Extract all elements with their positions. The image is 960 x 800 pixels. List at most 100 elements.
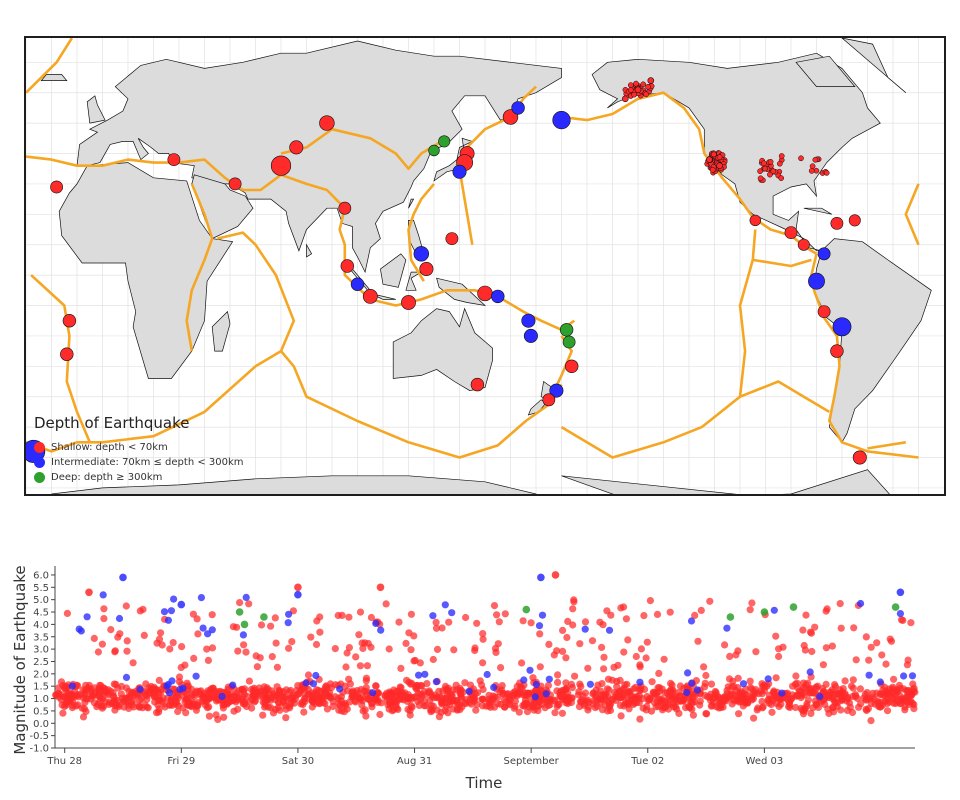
point-shallow	[444, 709, 452, 717]
quake-marker-intermediate	[521, 313, 536, 328]
point-shallow	[529, 701, 537, 709]
point-shallow	[142, 680, 150, 688]
quake-marker-shallow	[823, 170, 830, 176]
point-shallow	[576, 640, 584, 648]
point-intermediate	[421, 670, 429, 678]
point-shallow	[395, 618, 403, 626]
point-shallow	[311, 699, 319, 708]
point-shallow	[553, 687, 561, 695]
point-shallow	[497, 664, 505, 672]
point-intermediate	[586, 680, 595, 688]
point-shallow	[461, 699, 469, 707]
point-shallow	[345, 675, 353, 683]
point-shallow	[372, 682, 380, 690]
quake-marker-shallow	[645, 83, 651, 90]
quake-marker-shallow	[401, 295, 416, 310]
point-shallow	[890, 675, 898, 683]
point-shallow	[438, 624, 446, 632]
point-shallow	[494, 700, 502, 708]
point-shallow	[723, 686, 731, 695]
point-shallow	[236, 599, 244, 607]
point-shallow	[726, 652, 734, 660]
quake-marker-intermediate	[523, 328, 538, 343]
point-shallow	[93, 703, 101, 711]
point-shallow	[506, 696, 514, 704]
point-intermediate	[778, 689, 786, 697]
point-shallow	[487, 698, 495, 706]
point-intermediate	[693, 686, 702, 694]
point-shallow	[802, 611, 810, 619]
plate-boundary	[739, 380, 830, 414]
point-shallow	[688, 705, 696, 713]
point-intermediate	[239, 631, 247, 639]
point-intermediate	[429, 612, 437, 620]
point-shallow	[145, 689, 154, 697]
quake-marker-shallow	[784, 226, 798, 239]
point-intermediate	[336, 685, 344, 693]
point-shallow	[873, 639, 881, 647]
quake-marker-shallow	[647, 77, 655, 84]
point-shallow	[551, 571, 560, 579]
point-shallow	[802, 681, 810, 689]
point-intermediate	[908, 672, 917, 680]
point-shallow	[660, 655, 668, 663]
point-shallow	[667, 679, 675, 687]
quake-marker-deep	[562, 335, 576, 349]
plate-boundary	[280, 350, 563, 459]
x-tick-label: Aug 31	[397, 756, 432, 767]
point-shallow	[402, 639, 410, 647]
point-shallow	[501, 610, 509, 618]
quake-marker-shallow	[797, 238, 810, 251]
magnitude-points	[52, 571, 919, 725]
quake-marker-shallow	[470, 377, 485, 392]
world-map	[26, 38, 944, 494]
quake-marker-shallow	[757, 168, 763, 175]
point-shallow	[811, 697, 820, 705]
point-shallow	[519, 617, 527, 625]
point-intermediate	[865, 671, 873, 679]
point-intermediate	[535, 622, 544, 630]
point-shallow	[739, 689, 747, 697]
quake-marker-shallow	[640, 81, 647, 88]
point-deep	[789, 603, 798, 611]
point-shallow	[297, 700, 305, 708]
point-shallow	[214, 715, 222, 724]
point-shallow	[98, 704, 106, 712]
point-intermediate	[415, 671, 423, 679]
point-intermediate	[448, 609, 456, 617]
legend-label-intermediate: Intermediate: 70km ≤ depth < 300km	[51, 457, 244, 468]
point-shallow	[603, 685, 612, 693]
point-shallow	[897, 616, 906, 624]
point-intermediate	[312, 671, 320, 680]
point-shallow	[387, 693, 395, 701]
point-intermediate	[294, 590, 302, 599]
quake-marker-shallow	[50, 180, 63, 194]
map-landmasses	[40, 38, 932, 494]
point-shallow	[524, 689, 532, 697]
plate-boundary	[26, 231, 296, 453]
point-shallow	[746, 606, 754, 614]
point-shallow	[233, 694, 241, 702]
point-shallow	[836, 600, 844, 608]
legend-item-shallow[interactable]: Shallow: depth < 70km	[34, 440, 244, 455]
point-shallow	[245, 677, 253, 685]
quake-marker-shallow	[761, 160, 767, 167]
point-shallow	[735, 710, 743, 718]
point-shallow	[435, 713, 443, 721]
point-shallow	[94, 648, 102, 656]
point-shallow	[356, 608, 365, 616]
point-intermediate	[284, 619, 292, 627]
quake-marker-shallow	[817, 305, 831, 318]
point-shallow	[429, 655, 437, 664]
legend-item-intermediate[interactable]: Intermediate: 70km ≤ depth < 300km	[34, 455, 244, 470]
point-deep	[235, 608, 244, 616]
point-shallow	[407, 610, 415, 618]
quake-marker-shallow	[852, 450, 867, 465]
legend-item-deep[interactable]: Deep: depth ≥ 300km	[34, 470, 244, 485]
point-shallow	[155, 689, 163, 697]
point-shallow	[673, 705, 681, 713]
point-shallow	[445, 618, 453, 626]
point-shallow	[193, 615, 201, 623]
point-shallow	[314, 691, 322, 699]
point-shallow	[867, 717, 875, 725]
